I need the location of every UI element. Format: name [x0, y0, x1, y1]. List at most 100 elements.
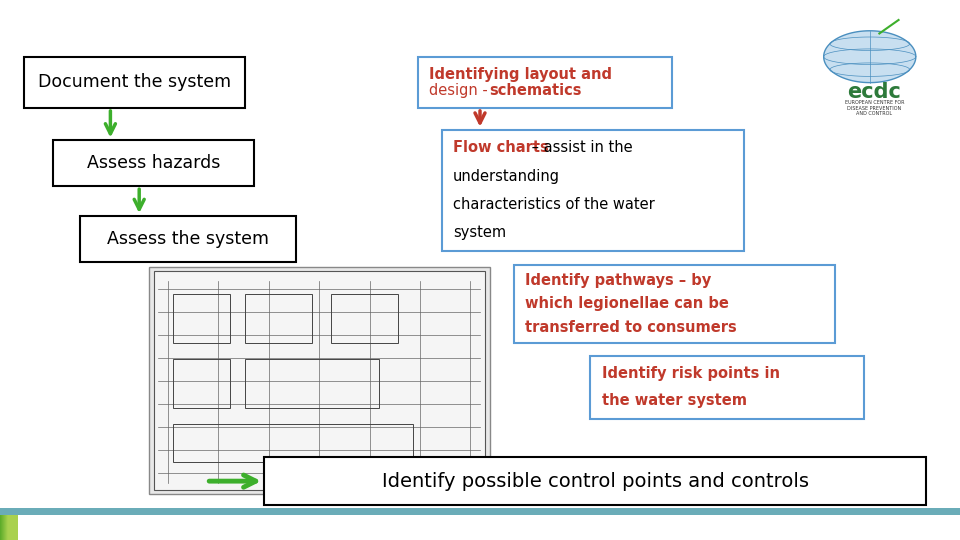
Bar: [8, 515, 17, 540]
Bar: [6, 515, 16, 540]
Bar: [7, 515, 16, 540]
Bar: [0, 515, 11, 540]
Bar: [6, 515, 16, 540]
Bar: [8, 515, 17, 540]
Bar: [6, 515, 15, 540]
Bar: [8, 515, 17, 540]
Bar: [6, 515, 15, 540]
Text: Assess hazards: Assess hazards: [87, 154, 220, 172]
Bar: [4, 515, 13, 540]
Bar: [5, 515, 14, 540]
FancyBboxPatch shape: [514, 265, 835, 343]
Bar: [5, 515, 14, 540]
Bar: [6, 515, 16, 540]
Bar: [5, 515, 15, 540]
Bar: [0, 515, 11, 540]
Bar: [8, 515, 18, 540]
Bar: [3, 515, 12, 540]
Bar: [5, 515, 15, 540]
Bar: [5, 515, 14, 540]
Bar: [1, 515, 12, 540]
Bar: [5, 515, 15, 540]
Bar: [3, 515, 12, 540]
Bar: [8, 515, 17, 540]
FancyBboxPatch shape: [264, 457, 926, 505]
Bar: [8, 515, 18, 540]
Bar: [1, 515, 11, 540]
Bar: [2, 515, 12, 540]
Bar: [2, 515, 12, 540]
Bar: [4, 515, 13, 540]
Bar: [5, 515, 14, 540]
Bar: [1, 515, 11, 540]
Bar: [8, 515, 17, 540]
Bar: [7, 515, 17, 540]
Bar: [7, 515, 16, 540]
Bar: [6, 515, 15, 540]
Bar: [245, 359, 379, 408]
Bar: [331, 294, 398, 343]
Bar: [6, 515, 16, 540]
Bar: [5, 515, 14, 540]
Bar: [2, 515, 12, 540]
Bar: [8, 515, 17, 540]
Bar: [1, 515, 12, 540]
Bar: [245, 294, 312, 343]
Bar: [2, 515, 12, 540]
Text: understanding: understanding: [453, 168, 560, 184]
Bar: [0, 508, 960, 515]
Bar: [6, 515, 15, 540]
Bar: [1, 515, 12, 540]
Text: EUROPEAN CENTRE FOR
DISEASE PREVENTION
AND CONTROL: EUROPEAN CENTRE FOR DISEASE PREVENTION A…: [845, 100, 904, 116]
Text: Identify possible control points and controls: Identify possible control points and con…: [382, 471, 808, 491]
Text: Identify risk points in: Identify risk points in: [602, 367, 780, 381]
Bar: [5, 515, 14, 540]
Bar: [173, 359, 230, 408]
Bar: [173, 294, 230, 343]
Bar: [1, 515, 11, 540]
Bar: [3, 515, 13, 540]
FancyBboxPatch shape: [24, 57, 245, 108]
Bar: [4, 515, 14, 540]
Bar: [5, 515, 15, 540]
Bar: [4, 515, 13, 540]
Text: which legionellae can be: which legionellae can be: [525, 296, 729, 311]
Bar: [2, 515, 12, 540]
Bar: [4, 515, 13, 540]
Bar: [3, 515, 13, 540]
Bar: [3, 515, 12, 540]
Text: system: system: [453, 225, 506, 240]
Bar: [2, 515, 12, 540]
Bar: [8, 515, 17, 540]
Bar: [7, 515, 16, 540]
Bar: [6, 515, 15, 540]
Bar: [5, 515, 14, 540]
Bar: [0, 515, 11, 540]
Text: Identify pathways – by: Identify pathways – by: [525, 273, 711, 287]
Bar: [7, 515, 16, 540]
Bar: [2, 515, 12, 540]
Bar: [7, 515, 16, 540]
Bar: [1, 515, 11, 540]
Bar: [1, 515, 12, 540]
Text: – assist in the: – assist in the: [527, 140, 633, 156]
Bar: [2, 515, 12, 540]
Text: Document the system: Document the system: [37, 73, 231, 91]
Bar: [0, 515, 11, 540]
Bar: [6, 515, 15, 540]
FancyBboxPatch shape: [442, 130, 744, 251]
Bar: [4, 515, 14, 540]
Bar: [6, 515, 15, 540]
Bar: [2, 515, 12, 540]
Bar: [7, 515, 16, 540]
Bar: [4, 515, 13, 540]
Bar: [173, 424, 413, 462]
FancyBboxPatch shape: [53, 140, 254, 186]
Bar: [3, 515, 13, 540]
Text: Identifying layout and: Identifying layout and: [429, 67, 612, 82]
Bar: [3, 515, 13, 540]
Bar: [2, 515, 12, 540]
Bar: [3, 515, 12, 540]
Bar: [149, 267, 490, 494]
Bar: [3, 515, 12, 540]
